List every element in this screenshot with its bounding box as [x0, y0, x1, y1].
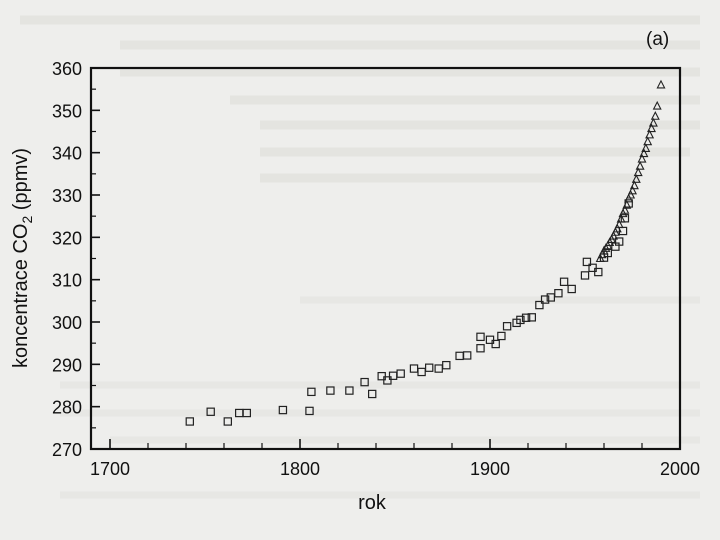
- data-point-square: [588, 263, 597, 273]
- data-point-triangle: [631, 174, 641, 183]
- panel-label: (a): [646, 29, 669, 50]
- data-point-square: [485, 335, 495, 344]
- data-point-square: [567, 284, 576, 294]
- data-point-square: [535, 300, 544, 310]
- y-tick-label: 300: [52, 313, 82, 333]
- data-point-square: [580, 271, 590, 280]
- data-point-triangle: [633, 167, 643, 177]
- data-point-square: [307, 387, 316, 397]
- y-tick-label: 290: [52, 355, 82, 375]
- data-point-square: [554, 289, 563, 298]
- data-point-square: [417, 367, 426, 377]
- data-point-triangle: [646, 123, 657, 133]
- y-tick-label: 280: [52, 398, 82, 418]
- y-tick-label: 310: [52, 271, 82, 291]
- data-point-triangle: [643, 136, 653, 146]
- data-point-square: [476, 344, 485, 353]
- data-point-square: [223, 417, 232, 426]
- data-point-square: [594, 267, 603, 277]
- y-axis-label: koncentrace CO2 (ppmv): [10, 148, 35, 368]
- data-point-triangle: [648, 117, 658, 127]
- data-point-square: [396, 369, 405, 378]
- plot-area: 270 280 290 300 310 320 330 340 350 360 1700 1800 19…: [52, 59, 700, 479]
- data-point-triangle: [622, 199, 632, 209]
- data-point-square: [546, 293, 556, 302]
- data-point-square: [442, 360, 451, 370]
- data-point-triangle: [627, 185, 638, 195]
- data-point-square: [383, 376, 392, 385]
- x-tick-label: 1700: [90, 459, 130, 479]
- data-point-triangle: [652, 100, 662, 110]
- data-point-triangle: [620, 205, 630, 214]
- y-axis-label-unit: (ppmv): [10, 148, 32, 216]
- data-point-square: [360, 377, 369, 387]
- data-point-triangle: [626, 189, 636, 199]
- data-point-square: [377, 371, 386, 381]
- data-point-square: [614, 237, 624, 246]
- data-point-square: [521, 313, 531, 322]
- data-point-square: [559, 277, 569, 286]
- data-point-triangle: [637, 153, 647, 163]
- x-axis-label: rok: [358, 492, 387, 514]
- data-point-triangle: [650, 111, 660, 120]
- data-point-square: [497, 331, 506, 341]
- y-tick-label: 350: [52, 101, 82, 121]
- y-tick-label: 340: [52, 144, 82, 164]
- y-tick-label: 330: [52, 186, 82, 206]
- data-point-triangle: [635, 161, 645, 170]
- data-point-square: [540, 295, 550, 304]
- x-tick-label: 1800: [280, 459, 320, 479]
- data-point-triangle: [616, 213, 626, 223]
- data-point-square: [242, 408, 251, 418]
- data-point-square: [368, 389, 377, 399]
- data-point-square: [463, 351, 472, 360]
- data-point-triangle: [614, 219, 624, 229]
- data-point-square: [345, 386, 354, 395]
- y-axis-label-main: koncentrace CO: [10, 224, 32, 369]
- y-axis-label-subscript: 2: [19, 216, 35, 224]
- data-point-square: [206, 407, 215, 416]
- data-point-square: [603, 248, 613, 258]
- data-point-triangle: [629, 180, 639, 190]
- data-point-square: [476, 332, 485, 342]
- y-tick-label: 270: [52, 440, 82, 460]
- data-point-square: [491, 339, 500, 349]
- data-point-square: [305, 406, 314, 416]
- data-point-triangle: [645, 129, 655, 139]
- data-point-triangle: [639, 148, 649, 158]
- y-tick-label: 320: [52, 228, 82, 248]
- data-point-square: [278, 405, 288, 415]
- data-point-square: [516, 315, 525, 325]
- data-point-square: [502, 322, 512, 331]
- data-point-square: [425, 363, 434, 372]
- x-tick-label: 1900: [470, 459, 510, 479]
- data-point-square: [326, 386, 335, 395]
- data-point-square: [185, 417, 194, 426]
- data-point-triangle: [656, 79, 666, 89]
- y-tick-label: 360: [52, 59, 82, 79]
- data-point-triangle: [612, 223, 622, 233]
- data-point-triangle: [641, 143, 651, 152]
- x-tick-label: 2000: [660, 459, 700, 479]
- data-point-square: [527, 313, 537, 322]
- data-point-square: [582, 257, 592, 267]
